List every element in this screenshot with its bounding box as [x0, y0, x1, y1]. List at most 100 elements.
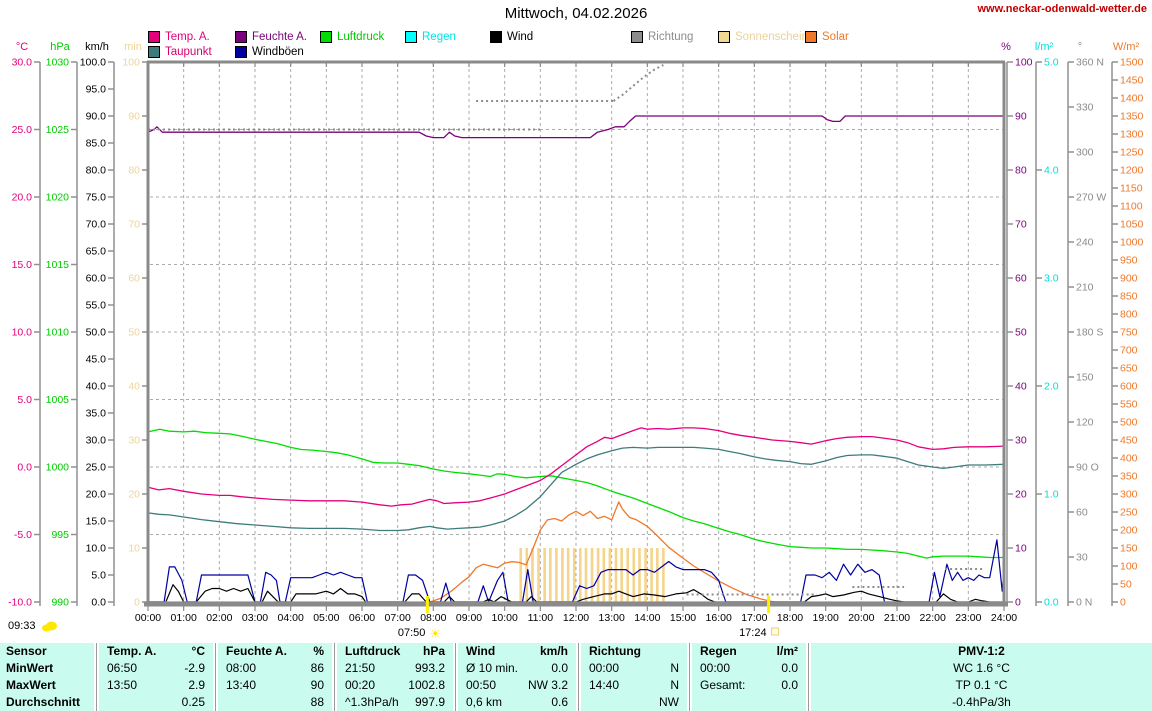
table-cell-row: 21:50 993.2 — [345, 661, 445, 675]
svg-text:35.0: 35.0 — [86, 408, 107, 420]
svg-text:240: 240 — [1076, 237, 1094, 249]
legend-label: Feuchte A. — [252, 30, 307, 43]
axis-min: 0 10 20 30 40 50 60 70 80 90 100 min — [122, 41, 148, 609]
svg-text:1250: 1250 — [1120, 147, 1144, 159]
svg-text:800: 800 — [1120, 309, 1138, 321]
svg-text:80: 80 — [128, 165, 140, 177]
svg-text:10.0: 10.0 — [86, 543, 107, 555]
table-cell-row: 14:40 N — [589, 678, 679, 692]
svg-text:15.0: 15.0 — [12, 259, 33, 271]
svg-text:-5.0: -5.0 — [14, 529, 32, 541]
svg-text:95.0: 95.0 — [86, 84, 107, 96]
svg-text:80: 80 — [1015, 165, 1027, 177]
svg-text:150: 150 — [1120, 543, 1138, 555]
table-col-richtung: Richtung 00:00 N 14:40 N NW — [581, 643, 687, 711]
legend-swatch — [148, 30, 160, 43]
svg-text:30: 30 — [1076, 552, 1088, 564]
table-cell-row: Gesamt: 0.0 — [700, 678, 798, 692]
svg-text:180 S: 180 S — [1076, 327, 1103, 339]
svg-text:20: 20 — [128, 489, 140, 501]
table-row-label: Durchschnitt — [6, 695, 81, 709]
sunrise-time: 07:50 — [398, 627, 426, 639]
plot-border — [144, 60, 1008, 611]
svg-text:1010: 1010 — [46, 327, 70, 339]
svg-text:1005: 1005 — [46, 394, 70, 406]
svg-text:15:00: 15:00 — [670, 612, 696, 624]
svg-text:90: 90 — [128, 111, 140, 123]
legend-label: Luftdruck — [337, 30, 385, 43]
sunshine-duration-value: 09:33 — [8, 620, 36, 632]
legend-swatch — [490, 30, 502, 43]
axis-kmh: 0.0 5.0 10.0 15.0 20.0 25.0 30.0 35.0 40.0 45.0 50… — [80, 41, 115, 609]
table-row-label: Sensor — [6, 644, 47, 658]
svg-text:l/m²: l/m² — [1035, 41, 1054, 53]
svg-text:0: 0 — [134, 597, 140, 609]
legend-label: Richtung — [648, 30, 694, 43]
svg-text:03:00: 03:00 — [242, 612, 268, 624]
svg-text:10: 10 — [1015, 543, 1027, 555]
svg-text:23:00: 23:00 — [955, 612, 981, 624]
svg-text:1100: 1100 — [1120, 201, 1143, 213]
legend-label: Temp. A. — [165, 30, 210, 43]
svg-text:10.0: 10.0 — [12, 327, 33, 339]
table-row-labels: Sensor MinWert MaxWert Durchschnitt — [0, 643, 94, 711]
svg-text:0: 0 — [1015, 597, 1021, 609]
svg-text:750: 750 — [1120, 327, 1138, 339]
svg-text:1030: 1030 — [46, 57, 70, 69]
legend-label: Wind — [507, 30, 534, 43]
svg-text:200: 200 — [1120, 525, 1138, 537]
axis-pct: 0 10 20 30 40 50 60 70 80 90 100% — [1001, 41, 1033, 609]
table-cell-row: 13:50 2.9 — [107, 678, 205, 692]
pmv-row: WC 1.6 °C — [953, 661, 1010, 675]
table-cell-row: 0.25 — [181, 695, 205, 709]
table-row-label: MinWert — [6, 661, 54, 675]
svg-text:0.0: 0.0 — [1044, 597, 1059, 609]
svg-text:40: 40 — [1015, 381, 1027, 393]
legend-swatch — [148, 45, 160, 58]
svg-text:60: 60 — [1015, 273, 1027, 285]
svg-text:02:00: 02:00 — [206, 612, 232, 624]
svg-text:70: 70 — [128, 219, 140, 231]
table-cell-row: ^1.3hPa/h 997.9 — [345, 695, 445, 709]
series-feuchte-a- — [147, 115, 1004, 139]
svg-text:4.0: 4.0 — [1044, 165, 1059, 177]
axis-degC: -10.0 -5.0 0.0 5.0 10.0 15.0 20.0 25.0 30.0 °C — [8, 41, 41, 609]
table-cell-row: 88 — [310, 695, 324, 709]
legend-item-feuchte-a-: Feuchte A. — [235, 30, 307, 43]
pmv-row: TP 0.1 °C — [955, 678, 1008, 692]
site-link[interactable]: www.neckar-odenwald-wetter.de — [977, 3, 1147, 15]
table-col-temp-a-: Temp. A. °C 06:50 -2.9 13:50 2.9 0.25 — [99, 643, 213, 711]
svg-text:05:00: 05:00 — [313, 612, 339, 624]
svg-text:13:00: 13:00 — [599, 612, 625, 624]
svg-text:700: 700 — [1120, 345, 1138, 357]
table-divider — [213, 643, 218, 711]
table-col-feuchte-a-: Feuchte A.% 08:00 86 13:40 90 88 — [218, 643, 332, 711]
table-cell-row: 00:20 1002.8 — [345, 678, 445, 692]
svg-text:50: 50 — [128, 327, 140, 339]
svg-text:06:00: 06:00 — [349, 612, 375, 624]
series-windb-en — [148, 539, 1005, 603]
table-divider — [806, 643, 811, 711]
series-richtung — [148, 64, 983, 596]
svg-text:14:00: 14:00 — [634, 612, 660, 624]
svg-text:450: 450 — [1120, 435, 1138, 447]
svg-text:1400: 1400 — [1120, 93, 1144, 105]
table-divider — [332, 643, 337, 711]
table-col-regen: Regen l/m² 00:00 0.0 Gesamt: 0.0 — [692, 643, 806, 711]
svg-text:°C: °C — [16, 41, 28, 53]
sun-icon: ☀ — [429, 626, 441, 641]
svg-text:40.0: 40.0 — [86, 381, 107, 393]
svg-text:1300: 1300 — [1120, 129, 1144, 141]
svg-text:min: min — [124, 41, 142, 53]
svg-text:21:00: 21:00 — [884, 612, 910, 624]
table-cell-row: 0,6 km 0.6 — [466, 695, 568, 709]
svg-text:50.0: 50.0 — [86, 327, 107, 339]
axis-hPa: 990 995 1000 1005 1010 1015 1020 1025 1030 hPa — [46, 41, 78, 609]
svg-text:300: 300 — [1076, 147, 1094, 159]
legend-swatch — [631, 30, 643, 43]
svg-text:70.0: 70.0 — [86, 219, 107, 231]
svg-text:W/m²: W/m² — [1113, 41, 1140, 53]
svg-text:100: 100 — [122, 57, 140, 69]
table-cell-row: 08:00 86 — [226, 661, 324, 675]
cloud-icon — [41, 621, 57, 632]
